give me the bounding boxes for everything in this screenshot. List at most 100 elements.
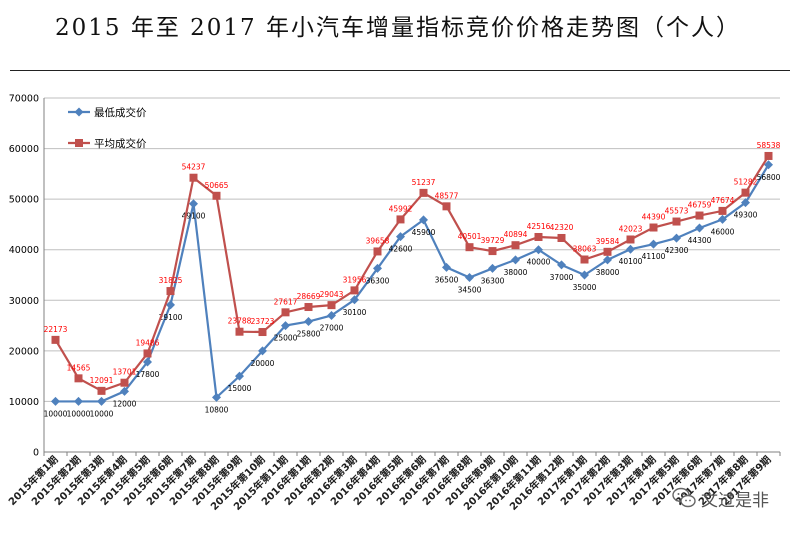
data-label: 51282 <box>734 178 758 187</box>
data-point <box>603 255 612 265</box>
legend-marker <box>74 107 84 117</box>
data-point <box>419 215 428 225</box>
data-label: 42516 <box>527 222 551 231</box>
data-point <box>695 211 704 220</box>
y-tick-label: 50000 <box>9 195 39 206</box>
data-point <box>235 327 244 336</box>
data-label: 17800 <box>136 370 160 379</box>
data-point <box>396 215 405 224</box>
data-label: 48577 <box>435 191 459 200</box>
data-point <box>488 247 497 256</box>
legend-item: 最低成交价 <box>68 106 147 119</box>
data-label: 29043 <box>320 290 344 299</box>
page-title: 2015 年至 2017 年小汽车增量指标竞价价格走势图（个人） <box>55 15 741 41</box>
data-label: 35000 <box>573 283 597 292</box>
data-point <box>396 232 405 242</box>
data-point <box>327 301 336 310</box>
data-point <box>304 317 313 327</box>
data-label: 50665 <box>205 181 229 190</box>
data-point <box>764 151 773 160</box>
y-tick-label: 30000 <box>9 296 39 307</box>
data-label: 56800 <box>757 173 781 182</box>
data-point <box>143 349 152 358</box>
data-label: 25000 <box>274 334 298 343</box>
legend-label: 最低成交价 <box>94 106 147 119</box>
data-point <box>672 233 681 243</box>
data-point <box>166 300 175 310</box>
data-point <box>626 244 635 254</box>
data-label: 45573 <box>665 207 689 216</box>
data-point <box>350 295 359 305</box>
data-point <box>120 386 129 396</box>
data-point <box>166 287 175 296</box>
data-label: 38000 <box>504 268 528 277</box>
data-point <box>235 371 244 381</box>
data-label: 40501 <box>458 232 482 241</box>
wechat-icon <box>672 487 696 508</box>
data-point <box>281 321 290 331</box>
data-label: 20000 <box>251 359 275 368</box>
data-label: 38063 <box>573 245 597 254</box>
data-label: 10800 <box>205 405 229 414</box>
data-label: 12000 <box>113 399 137 408</box>
data-point <box>51 335 60 344</box>
title-divider <box>10 70 790 71</box>
data-label: 39658 <box>366 236 390 245</box>
data-point <box>97 386 106 395</box>
data-label: 51237 <box>412 178 436 187</box>
data-label: 29100 <box>159 313 183 322</box>
data-label: 45992 <box>389 204 413 213</box>
data-point <box>741 188 750 197</box>
data-point <box>764 160 773 170</box>
data-label: 42023 <box>619 224 643 233</box>
data-label: 42600 <box>389 245 413 254</box>
data-label: 23788 <box>228 317 252 326</box>
data-point <box>488 263 497 273</box>
data-label: 10000 <box>67 409 91 418</box>
data-point <box>557 233 566 242</box>
data-point <box>603 247 612 256</box>
y-tick-label: 10000 <box>9 397 39 408</box>
data-point <box>350 286 359 295</box>
data-point <box>649 223 658 232</box>
data-point <box>51 396 60 406</box>
data-label: 13701 <box>113 368 137 377</box>
data-point <box>189 199 198 209</box>
data-point <box>143 357 152 367</box>
data-point <box>419 188 428 197</box>
data-point <box>97 396 106 406</box>
data-label: 19486 <box>136 338 160 347</box>
plot-area: 10000 10000 100001200017800291004910010800… <box>44 141 781 418</box>
data-label: 12091 <box>90 376 114 385</box>
data-label: 36500 <box>435 275 459 284</box>
data-point <box>327 310 336 320</box>
legend-label: 平均成交价 <box>94 137 147 150</box>
data-point <box>695 223 704 233</box>
data-label: 49300 <box>734 211 758 220</box>
data-label: 28669 <box>297 292 321 301</box>
y-tick-label: 60000 <box>9 144 39 155</box>
data-point <box>580 270 589 280</box>
data-point <box>672 217 681 226</box>
data-point <box>741 198 750 208</box>
data-point <box>534 232 543 241</box>
data-point <box>557 260 566 270</box>
data-point <box>718 206 727 215</box>
data-label: 40894 <box>504 230 528 239</box>
watermark: 文过是非 <box>672 484 769 512</box>
data-label: 39729 <box>481 236 505 245</box>
data-label: 46759 <box>688 201 712 210</box>
data-point <box>304 303 313 312</box>
data-label: 10000 <box>44 409 68 418</box>
legend-marker <box>75 139 83 147</box>
y-tick-label: 0 <box>33 448 39 459</box>
data-label: 58538 <box>757 141 781 150</box>
x-axis: 2015年第1期2015年第2期2015年第3期2015年第4期2015年第5期… <box>6 451 781 513</box>
data-point <box>649 239 658 249</box>
data-point <box>718 214 727 224</box>
watermark-text: 文过是非 <box>701 490 769 511</box>
data-label: 42300 <box>665 246 689 255</box>
